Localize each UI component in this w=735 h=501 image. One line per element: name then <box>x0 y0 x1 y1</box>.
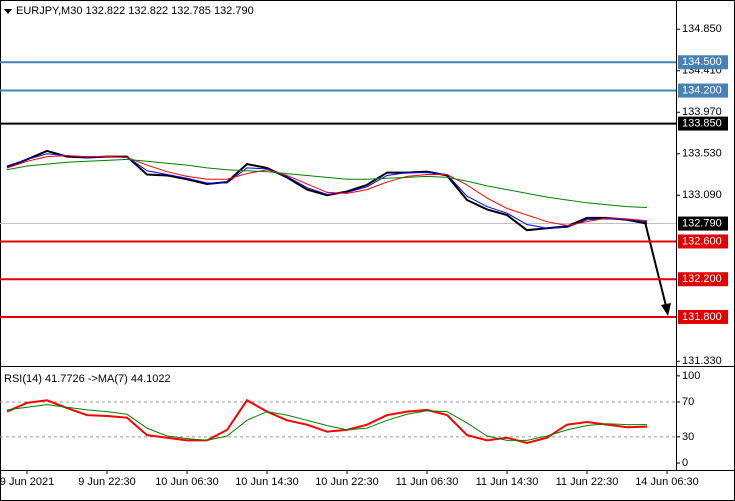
y-tick-label: 133.090 <box>682 189 722 201</box>
y-tick-label: 133.970 <box>682 106 722 118</box>
level-box <box>678 272 728 287</box>
level-label: 132.600 <box>682 235 722 247</box>
x-tick-label: 9 Jun 2021 <box>0 476 54 488</box>
forecast-arrow-head <box>661 303 671 316</box>
series-line <box>6 404 648 441</box>
y-tick-label: 134.850 <box>682 23 722 35</box>
x-tick-label: 11 Jun 14:30 <box>476 476 539 488</box>
chart-title: EURJPY,M30 132.822 132.822 132.785 132.7… <box>16 5 254 17</box>
series-line <box>6 155 648 226</box>
x-tick-label: 10 Jun 06:30 <box>155 476 219 488</box>
level-box <box>678 309 728 324</box>
symbol-menu-icon[interactable] <box>4 9 12 14</box>
x-tick-label: 14 Jun 06:30 <box>635 476 699 488</box>
level-label: 132.790 <box>682 217 722 229</box>
level-label: 131.800 <box>682 311 722 323</box>
level-box <box>678 234 728 249</box>
x-tick-label: 11 Jun 22:30 <box>556 476 619 488</box>
y-tick-label: 70 <box>682 396 694 408</box>
level-label: 132.200 <box>682 273 722 285</box>
level-box <box>678 116 728 131</box>
y-tick-label: 100 <box>682 370 700 382</box>
forecast-arrow <box>644 221 667 307</box>
level-label: 133.850 <box>682 117 722 129</box>
series-line <box>6 398 648 445</box>
y-tick-label: 30 <box>682 431 694 443</box>
level-box <box>678 55 728 70</box>
x-tick-label: 10 Jun 14:30 <box>235 476 299 488</box>
level-label: 134.500 <box>682 56 722 68</box>
level-box <box>678 216 728 231</box>
y-tick-label: 133.530 <box>682 148 722 160</box>
series-line <box>6 158 648 209</box>
y-tick-label: 131.330 <box>682 355 722 367</box>
level-label: 134.200 <box>682 84 722 96</box>
x-tick-label: 11 Jun 06:30 <box>396 476 459 488</box>
x-tick-label: 9 Jun 22:30 <box>78 476 136 488</box>
rsi-title: RSI(14) 41.7726 ->MA(7) 44.1022 <box>4 373 171 385</box>
y-tick-label: 0 <box>682 457 688 469</box>
level-box <box>678 83 728 98</box>
x-tick-label: 10 Jun 22:30 <box>315 476 379 488</box>
